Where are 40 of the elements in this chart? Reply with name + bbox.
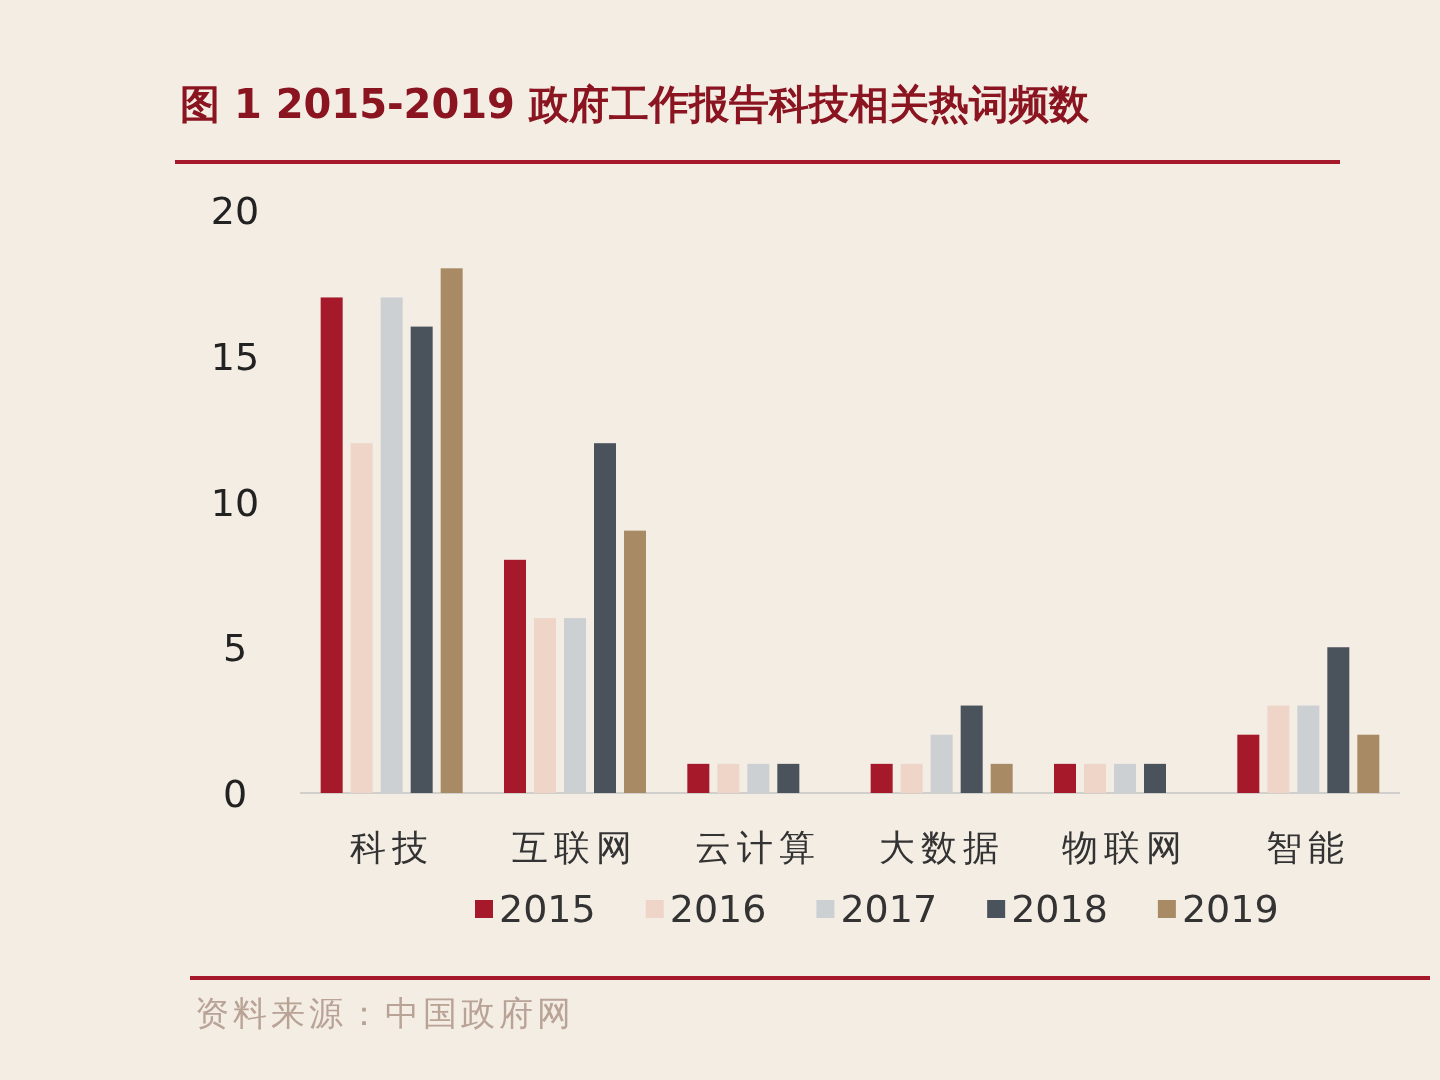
y-tick-label: 5 [222, 626, 248, 671]
bar [900, 763, 923, 793]
bar [440, 268, 463, 793]
bar [1237, 734, 1260, 793]
bar [870, 763, 893, 793]
x-tick-label: 物联网 [1062, 827, 1188, 868]
x-tick-label: 云计算 [695, 827, 822, 868]
x-tick-label: 大数据 [878, 827, 1005, 868]
title: 图 1 2015-2019 政府工作报告科技相关热词频数 [180, 81, 1089, 127]
bar [534, 618, 556, 793]
x-tick-label: 科技 [349, 827, 434, 868]
bar [777, 763, 800, 793]
bar [1267, 705, 1290, 793]
y-tick-label: 20 [210, 189, 260, 233]
bar [1144, 763, 1166, 793]
bar [717, 763, 740, 793]
bar [504, 559, 526, 793]
legend-label: 2017 [840, 887, 938, 931]
y-tick-label: 15 [210, 334, 260, 379]
legend-label: 2015 [499, 887, 596, 931]
bar [990, 763, 1013, 793]
text: 资料来源：中国政府网 [195, 993, 575, 1033]
bar [1084, 763, 1106, 793]
bar [687, 763, 710, 793]
bar [410, 326, 433, 793]
bar [320, 297, 343, 793]
bar [594, 443, 616, 793]
bar [960, 705, 983, 793]
legend-label: 2019 [1181, 887, 1279, 931]
y-tick-label: 10 [210, 480, 260, 525]
bar [1054, 763, 1076, 793]
x-tick-label: 智能 [1266, 827, 1351, 868]
bar [624, 530, 646, 793]
legend-label: 2016 [669, 887, 767, 931]
legend-label: 2018 [1011, 887, 1108, 931]
x-tick-label: 互联网 [512, 827, 638, 868]
y-tick-label: 0 [222, 772, 248, 816]
bar [1327, 647, 1350, 793]
bar [1357, 734, 1380, 793]
bar [350, 443, 373, 793]
